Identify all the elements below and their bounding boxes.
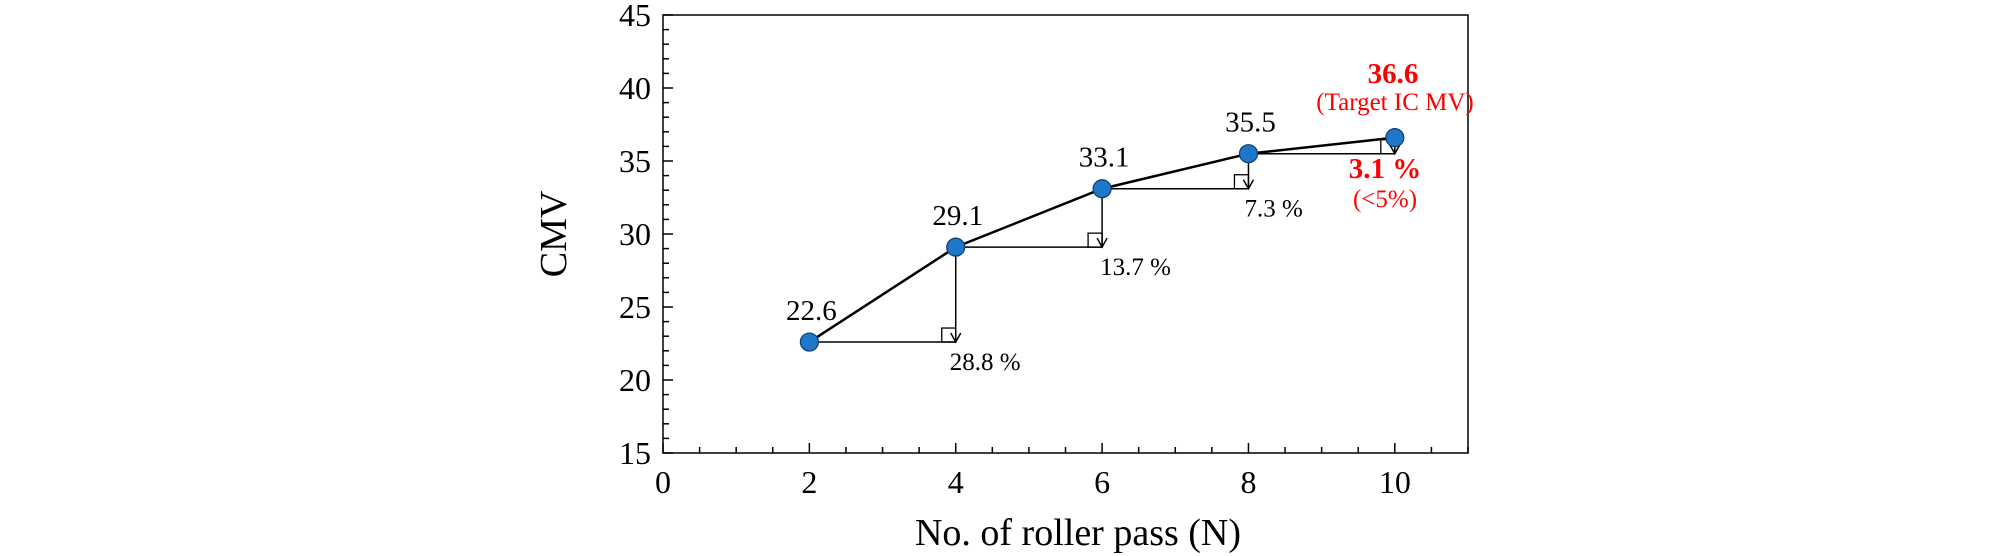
increment-percent-label: 13.7 %	[1100, 254, 1171, 281]
y-tick-label: 35	[619, 143, 651, 179]
data-point	[1092, 179, 1112, 199]
data-value-label: 22.6	[786, 295, 837, 327]
data-points	[799, 128, 1405, 352]
right-angle-marker	[1233, 174, 1250, 190]
x-tick-label: 2	[801, 464, 817, 500]
target-caption: (Target IC MV)	[1316, 89, 1473, 116]
right-angle-marker	[941, 327, 957, 343]
y-axis-title: CMV	[533, 190, 575, 277]
data-labels: 22.6 29.1 33.1 35.5 28.8 % 13.7 % 7.3 %	[786, 107, 1303, 376]
data-value-label: 29.1	[932, 200, 983, 232]
data-value-label: 35.5	[1225, 107, 1276, 139]
x-tick-label: 10	[1379, 464, 1411, 500]
data-point	[799, 332, 819, 352]
data-point	[946, 237, 966, 257]
y-tick-label: 20	[619, 362, 651, 398]
right-angle-marker	[1087, 232, 1103, 248]
final-increment-label: 3.1 %	[1349, 153, 1422, 185]
increment-percent-label: 7.3 %	[1244, 196, 1302, 223]
y-tick-label: 30	[619, 216, 651, 252]
x-tick-label: 8	[1240, 464, 1256, 500]
y-tick-label: 45	[619, 0, 651, 33]
final-increment-note: (<5%)	[1353, 186, 1417, 213]
y-tick-label: 25	[619, 289, 651, 325]
data-value-label: 33.1	[1079, 142, 1130, 174]
axis-ticks: 15 20 25 30 35 40 45 0 2 4 6 8 10	[619, 0, 1469, 500]
target-value-label: 36.6	[1368, 58, 1419, 90]
data-point	[1385, 128, 1405, 148]
increment-percent-label: 28.8 %	[950, 349, 1021, 376]
data-point	[1238, 144, 1259, 164]
x-axis-title: No. of roller pass (N)	[915, 512, 1241, 554]
x-tick-label: 6	[1094, 464, 1110, 500]
y-tick-label: 40	[619, 70, 651, 106]
y-tick-label: 15	[619, 435, 651, 471]
increment-helpers	[809, 137, 1401, 344]
x-tick-label: 0	[655, 464, 671, 500]
plot-area-frame	[662, 14, 1469, 454]
x-tick-label: 4	[948, 464, 964, 500]
